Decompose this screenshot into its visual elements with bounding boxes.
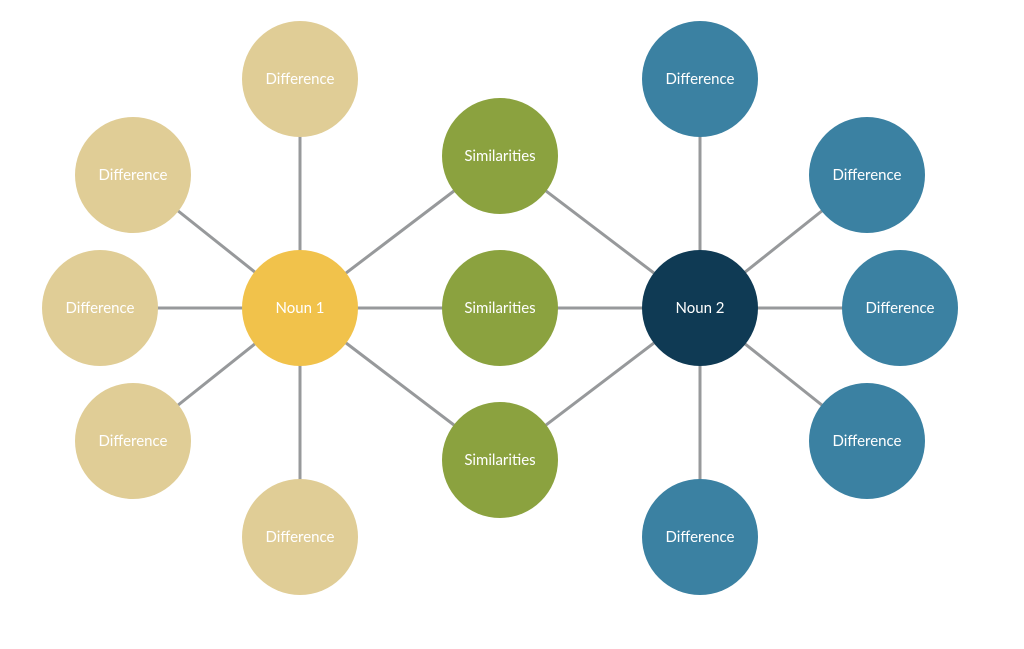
node-label: Similarities xyxy=(464,299,535,317)
node-noun1: Noun 1 xyxy=(242,250,358,366)
node-label: Difference xyxy=(833,166,902,184)
node-d1a: Difference xyxy=(242,21,358,137)
node-label: Difference xyxy=(66,299,135,317)
node-label: Similarities xyxy=(464,451,535,469)
double-bubble-diagram: Noun 1 Noun 2 Similarities Similarities Simi… xyxy=(0,0,1024,649)
node-d1b: Difference xyxy=(75,117,191,233)
node-label: Difference xyxy=(666,70,735,88)
node-label: Noun 1 xyxy=(276,299,325,317)
node-label: Difference xyxy=(666,528,735,546)
node-label: Noun 2 xyxy=(676,299,725,317)
node-noun2: Noun 2 xyxy=(642,250,758,366)
node-label: Difference xyxy=(266,70,335,88)
node-sim_top: Similarities xyxy=(442,98,558,214)
node-label: Difference xyxy=(99,432,168,450)
node-label: Difference xyxy=(866,299,935,317)
node-label: Difference xyxy=(833,432,902,450)
node-d2b: Difference xyxy=(809,117,925,233)
node-sim_mid: Similarities xyxy=(442,250,558,366)
node-d1d: Difference xyxy=(75,383,191,499)
node-label: Difference xyxy=(99,166,168,184)
node-d2e: Difference xyxy=(642,479,758,595)
node-d2c: Difference xyxy=(842,250,958,366)
node-label: Difference xyxy=(266,528,335,546)
node-d2a: Difference xyxy=(642,21,758,137)
node-d2d: Difference xyxy=(809,383,925,499)
node-d1c: Difference xyxy=(42,250,158,366)
node-sim_bot: Similarities xyxy=(442,402,558,518)
node-label: Similarities xyxy=(464,147,535,165)
node-d1e: Difference xyxy=(242,479,358,595)
